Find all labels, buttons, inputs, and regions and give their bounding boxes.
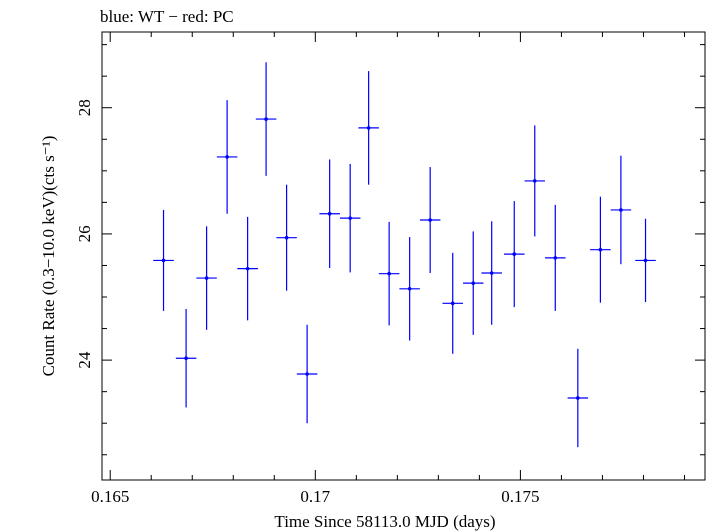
point-marker [366, 126, 371, 130]
data-series [153, 62, 656, 448]
point-marker [471, 281, 476, 285]
chart-title: blue: WT − red: PC [100, 7, 234, 26]
data-point [399, 237, 420, 341]
data-point [462, 231, 484, 335]
point-marker [553, 256, 558, 260]
point-marker [204, 276, 209, 280]
point-marker [184, 356, 188, 361]
y-tick-label: 24 [75, 351, 94, 369]
data-point [216, 100, 238, 214]
point-marker [619, 208, 623, 212]
data-point [419, 167, 441, 274]
x-tick-label: 0.17 [300, 487, 330, 506]
point-marker [264, 117, 268, 121]
point-marker [348, 216, 352, 220]
data-point [524, 125, 546, 237]
data-point [610, 155, 632, 265]
data-point [378, 221, 400, 326]
x-axis-title: Time Since 58113.0 MJD (days) [274, 512, 495, 531]
point-marker [305, 372, 309, 376]
point-marker [643, 258, 648, 263]
point-marker [284, 235, 289, 240]
plot-frame [101, 31, 706, 481]
x-axis: 0.165 0.17 0.175 [91, 32, 685, 506]
y-axis-title: Count Rate (0.3−10.0 keV)(cts s⁻¹) [39, 136, 58, 377]
point-marker [327, 211, 332, 216]
data-point [545, 204, 566, 311]
point-marker [450, 301, 455, 306]
data-point [590, 196, 611, 303]
data-point [635, 218, 656, 303]
data-point [255, 62, 277, 176]
x-tick-label: 0.175 [501, 487, 539, 506]
data-point [358, 71, 379, 185]
y-tick-label: 26 [75, 225, 94, 242]
data-point [296, 324, 318, 424]
point-marker [576, 396, 580, 400]
data-point [237, 216, 258, 321]
point-marker [225, 155, 229, 159]
point-marker [161, 258, 166, 263]
data-point [153, 209, 174, 311]
data-point [196, 226, 217, 330]
data-point [481, 221, 502, 325]
point-marker [532, 179, 537, 183]
point-marker [512, 252, 517, 256]
data-point [276, 184, 297, 291]
point-marker [428, 218, 432, 222]
data-point [339, 163, 361, 273]
point-marker [407, 287, 412, 291]
x-tick-label: 0.165 [91, 487, 129, 506]
data-point [319, 159, 340, 268]
y-axis: 24 26 28 [75, 44, 705, 456]
point-marker [387, 271, 391, 276]
y-tick-label: 28 [75, 99, 94, 116]
data-point [442, 252, 463, 354]
data-point [567, 348, 589, 448]
point-marker [598, 247, 603, 252]
data-point [175, 309, 197, 408]
data-point [504, 201, 525, 308]
point-marker [489, 271, 494, 275]
point-marker [245, 266, 250, 271]
